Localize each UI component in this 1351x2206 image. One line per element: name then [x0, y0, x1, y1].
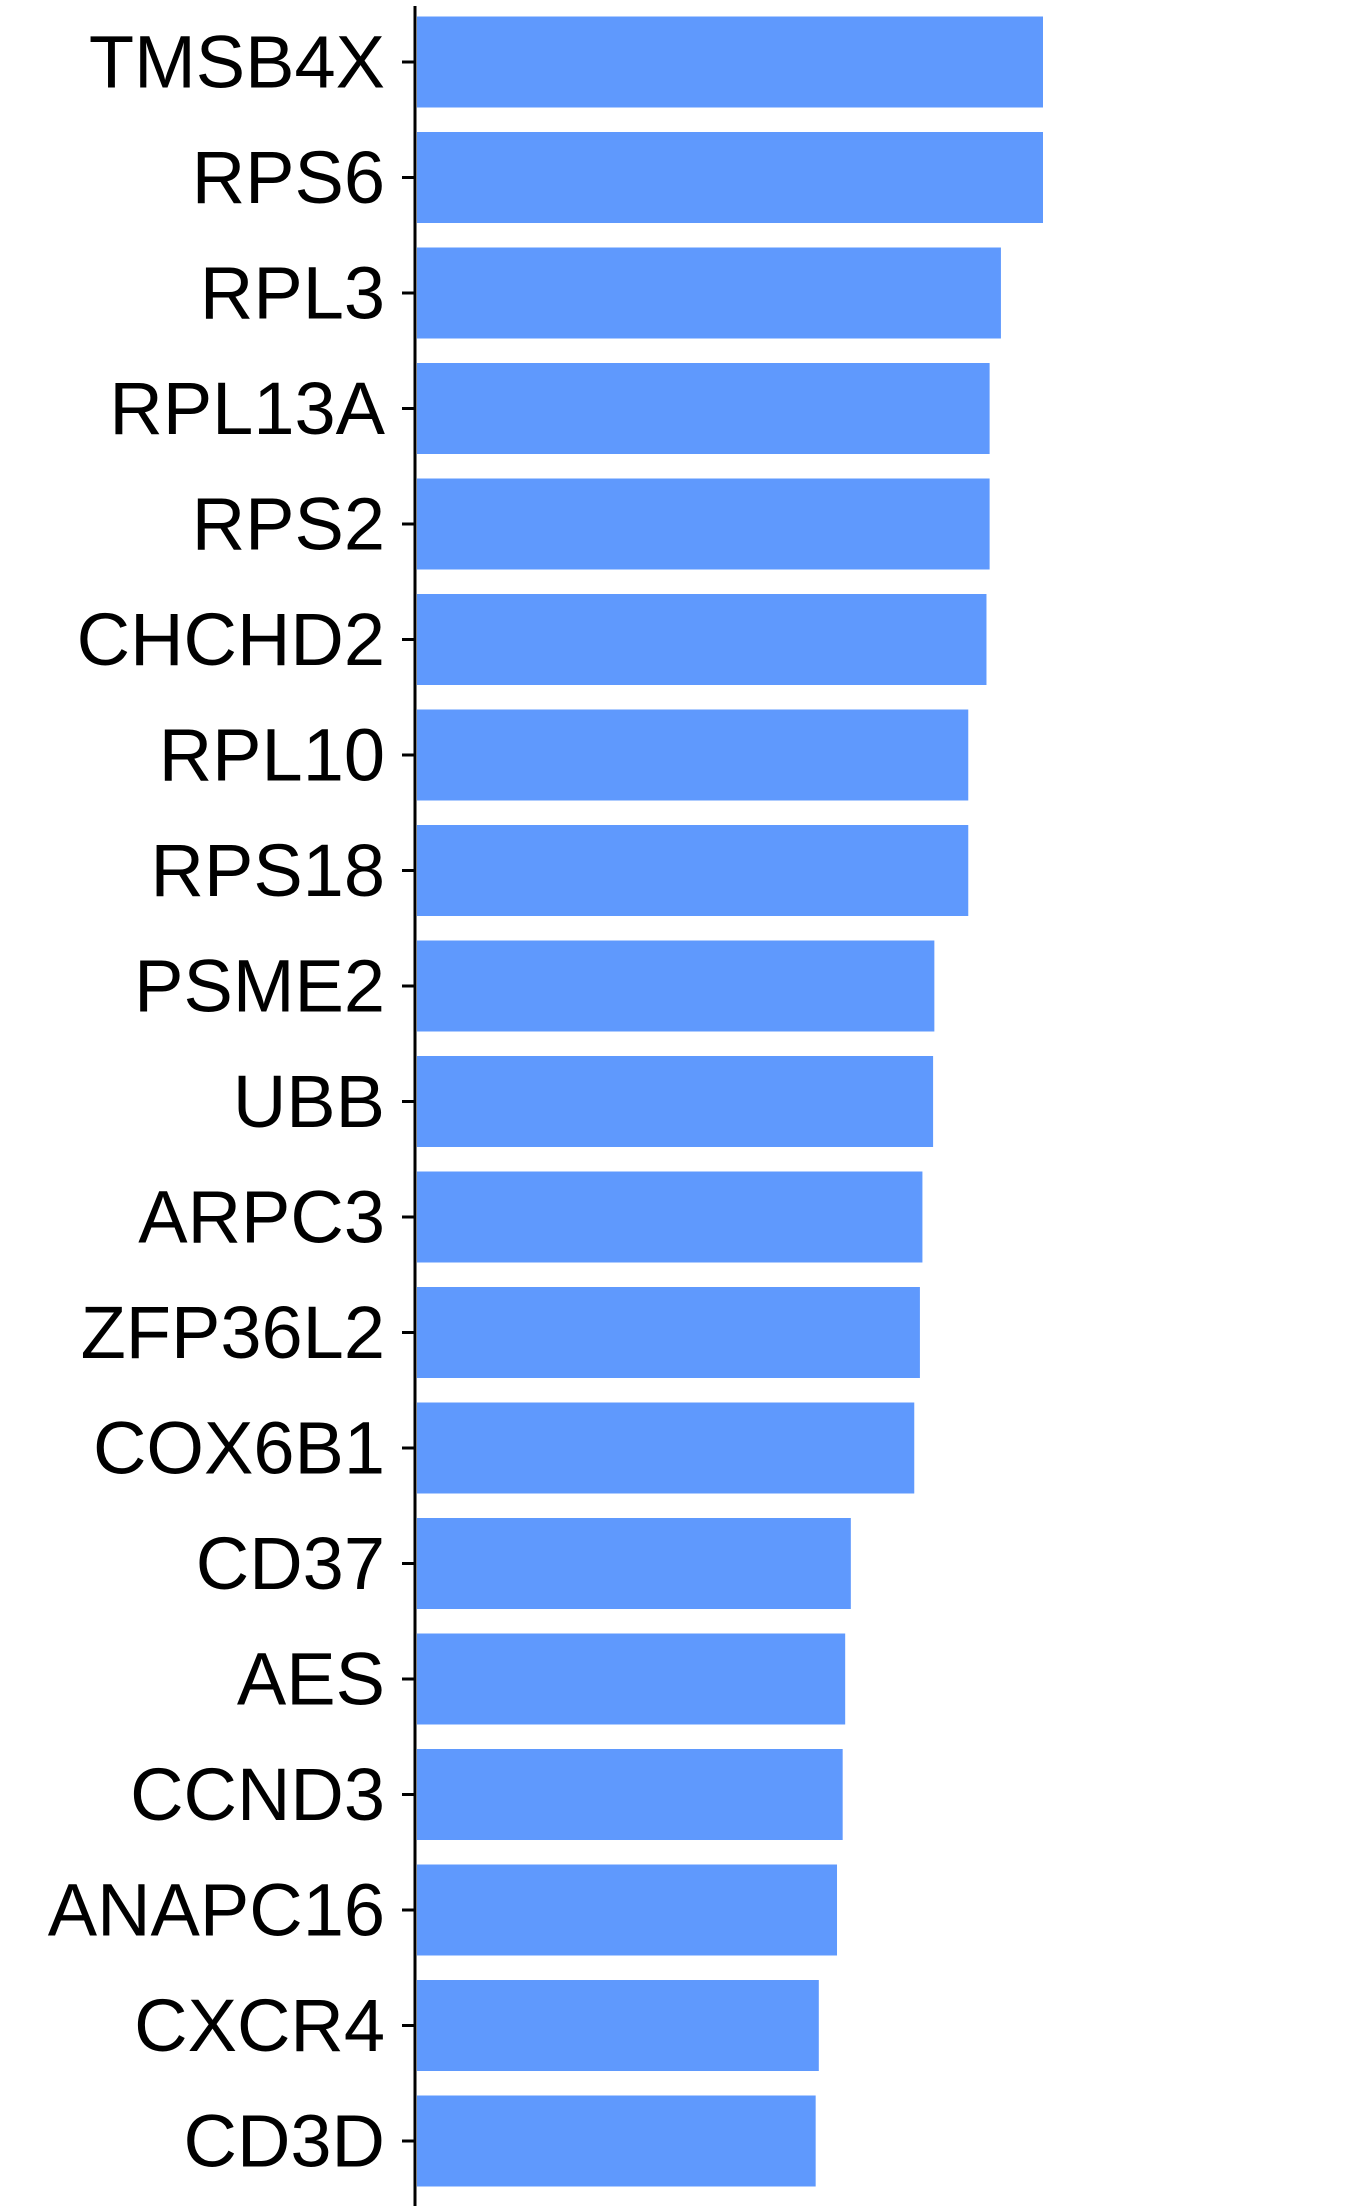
bar-rps2 — [417, 478, 990, 570]
bar-cd37 — [417, 1518, 851, 1609]
bar-cxcr4 — [417, 1980, 819, 2071]
y-tick-label-rpl3: RPL3 — [200, 252, 385, 335]
y-tick-label-ccnd3: CCND3 — [130, 1753, 385, 1836]
bar-anapc16 — [417, 1864, 838, 1956]
y-tick-label-rps6: RPS6 — [192, 136, 385, 219]
bar-rps6 — [417, 132, 1043, 223]
bar-ubb — [417, 1056, 934, 1147]
y-tick-label-tmsb4x: TMSB4X — [89, 21, 385, 104]
bar-cox6b1 — [417, 1402, 915, 1494]
y-axis-tick-labels: TMSB4X RPS6 RPL3 RPL13A RPS2 CHCHD2 RPL10 RPS18… — [48, 21, 386, 2183]
bar-rpl3 — [417, 247, 1001, 339]
bars-group — [417, 16, 1043, 2187]
bar-chchd2 — [417, 594, 987, 685]
bar-arpc3 — [417, 1171, 923, 1263]
y-tick-label-rps18: RPS18 — [151, 829, 385, 912]
y-tick-label-cxcr4: CXCR4 — [134, 1984, 385, 2067]
bar-zfp36l2 — [417, 1287, 920, 1378]
bar-rps18 — [417, 825, 969, 916]
bar-rpl10 — [417, 709, 969, 801]
y-tick-label-cox6b1: COX6B1 — [93, 1407, 385, 1490]
y-tick-label-rpl13a: RPL13A — [109, 367, 385, 450]
y-tick-label-cd3d: CD3D — [184, 2100, 385, 2183]
y-tick-label-anapc16: ANAPC16 — [48, 1869, 385, 1952]
bar-rpl13a — [417, 363, 990, 454]
y-tick-label-psme2: PSME2 — [134, 945, 385, 1028]
y-tick-label-rpl10: RPL10 — [159, 714, 385, 797]
y-tick-label-arpc3: ARPC3 — [138, 1176, 385, 1259]
y-tick-label-chchd2: CHCHD2 — [77, 598, 385, 681]
y-tick-label-zfp36l2: ZFP36L2 — [81, 1291, 385, 1374]
y-axis-ticks — [402, 60, 415, 2143]
bar-psme2 — [417, 940, 935, 1032]
bar-tmsb4x — [417, 16, 1043, 108]
y-tick-label-rps2: RPS2 — [192, 483, 385, 566]
bar-aes — [417, 1633, 846, 1725]
y-tick-label-ubb: UBB — [233, 1060, 385, 1143]
bar-cd3d — [417, 2095, 816, 2187]
y-tick-label-aes: AES — [237, 1638, 385, 1721]
y-tick-label-cd37: CD37 — [196, 1522, 385, 1605]
bar-ccnd3 — [417, 1749, 843, 1840]
